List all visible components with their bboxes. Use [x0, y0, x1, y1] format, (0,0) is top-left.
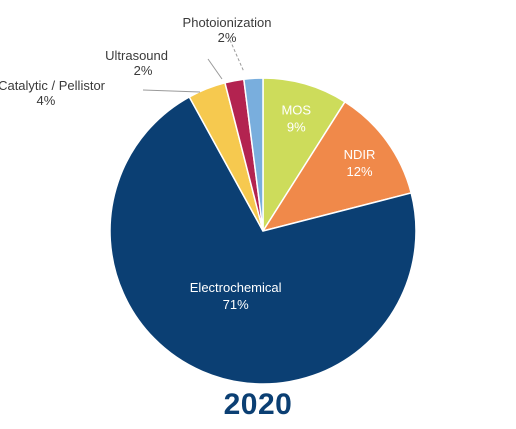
- pie-slice-electrochemical: [109, 95, 417, 385]
- slice-value-electrochemical: 71%: [223, 297, 249, 312]
- leader-line-photoionization: [229, 39, 245, 73]
- slice-label-photoionization: Photoionization: [183, 15, 272, 30]
- slice-label-electrochemical: Electrochemical: [190, 280, 282, 295]
- slice-value-catalytic-pellistor: 4%: [37, 93, 56, 108]
- leader-line-catalytic-pellistor: [142, 89, 201, 93]
- slice-value-photoionization: 2%: [218, 30, 237, 45]
- pie-slice-ndir: [261, 100, 413, 233]
- pie-slices: [109, 77, 417, 385]
- slice-label-catalytic-pellistor: Catalytic / Pellistor: [0, 78, 106, 93]
- slice-label-ndir: NDIR: [344, 147, 376, 162]
- slice-label-mos: MOS: [281, 102, 311, 117]
- slice-label-ultrasound: Ultrasound: [105, 48, 168, 63]
- chart-title: 2020: [223, 388, 293, 421]
- pie-slice-mos: [262, 77, 347, 234]
- pie-slice-photoionization: [242, 77, 264, 232]
- slice-value-ultrasound: 2%: [134, 63, 153, 78]
- slice-value-ndir: 12%: [347, 164, 373, 179]
- slice-labels: MOS 9% NDIR 12% Electrochemical 71% Catalytic …: [0, 15, 375, 312]
- slice-value-mos: 9%: [287, 119, 306, 134]
- leader-lines: [142, 39, 245, 93]
- leader-line-ultrasound: [207, 58, 223, 80]
